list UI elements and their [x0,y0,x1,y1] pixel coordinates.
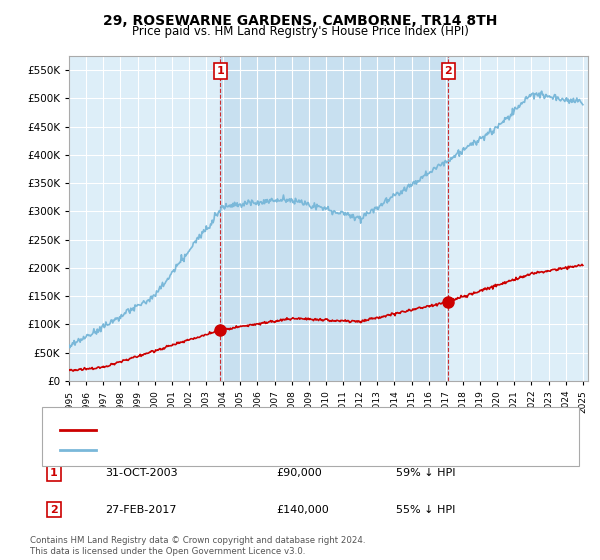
Text: HPI: Average price, detached house, Cornwall: HPI: Average price, detached house, Corn… [99,445,337,455]
Text: £90,000: £90,000 [276,468,322,478]
Text: 29, ROSEWARNE GARDENS, CAMBORNE, TR14 8TH: 29, ROSEWARNE GARDENS, CAMBORNE, TR14 8T… [103,14,497,28]
Text: 1: 1 [217,66,224,76]
Text: 27-FEB-2017: 27-FEB-2017 [105,505,176,515]
Text: 2: 2 [50,505,58,515]
Text: 31-OCT-2003: 31-OCT-2003 [105,468,178,478]
Text: 59% ↓ HPI: 59% ↓ HPI [396,468,455,478]
Text: 1: 1 [50,468,58,478]
Text: 55% ↓ HPI: 55% ↓ HPI [396,505,455,515]
Text: Price paid vs. HM Land Registry's House Price Index (HPI): Price paid vs. HM Land Registry's House … [131,25,469,38]
Text: £140,000: £140,000 [276,505,329,515]
Text: 29, ROSEWARNE GARDENS, CAMBORNE, TR14 8TH (detached house): 29, ROSEWARNE GARDENS, CAMBORNE, TR14 8T… [99,424,458,435]
Text: 2: 2 [445,66,452,76]
Bar [220,56,448,381]
Text: Contains HM Land Registry data © Crown copyright and database right 2024.
This d: Contains HM Land Registry data © Crown c… [30,536,365,556]
